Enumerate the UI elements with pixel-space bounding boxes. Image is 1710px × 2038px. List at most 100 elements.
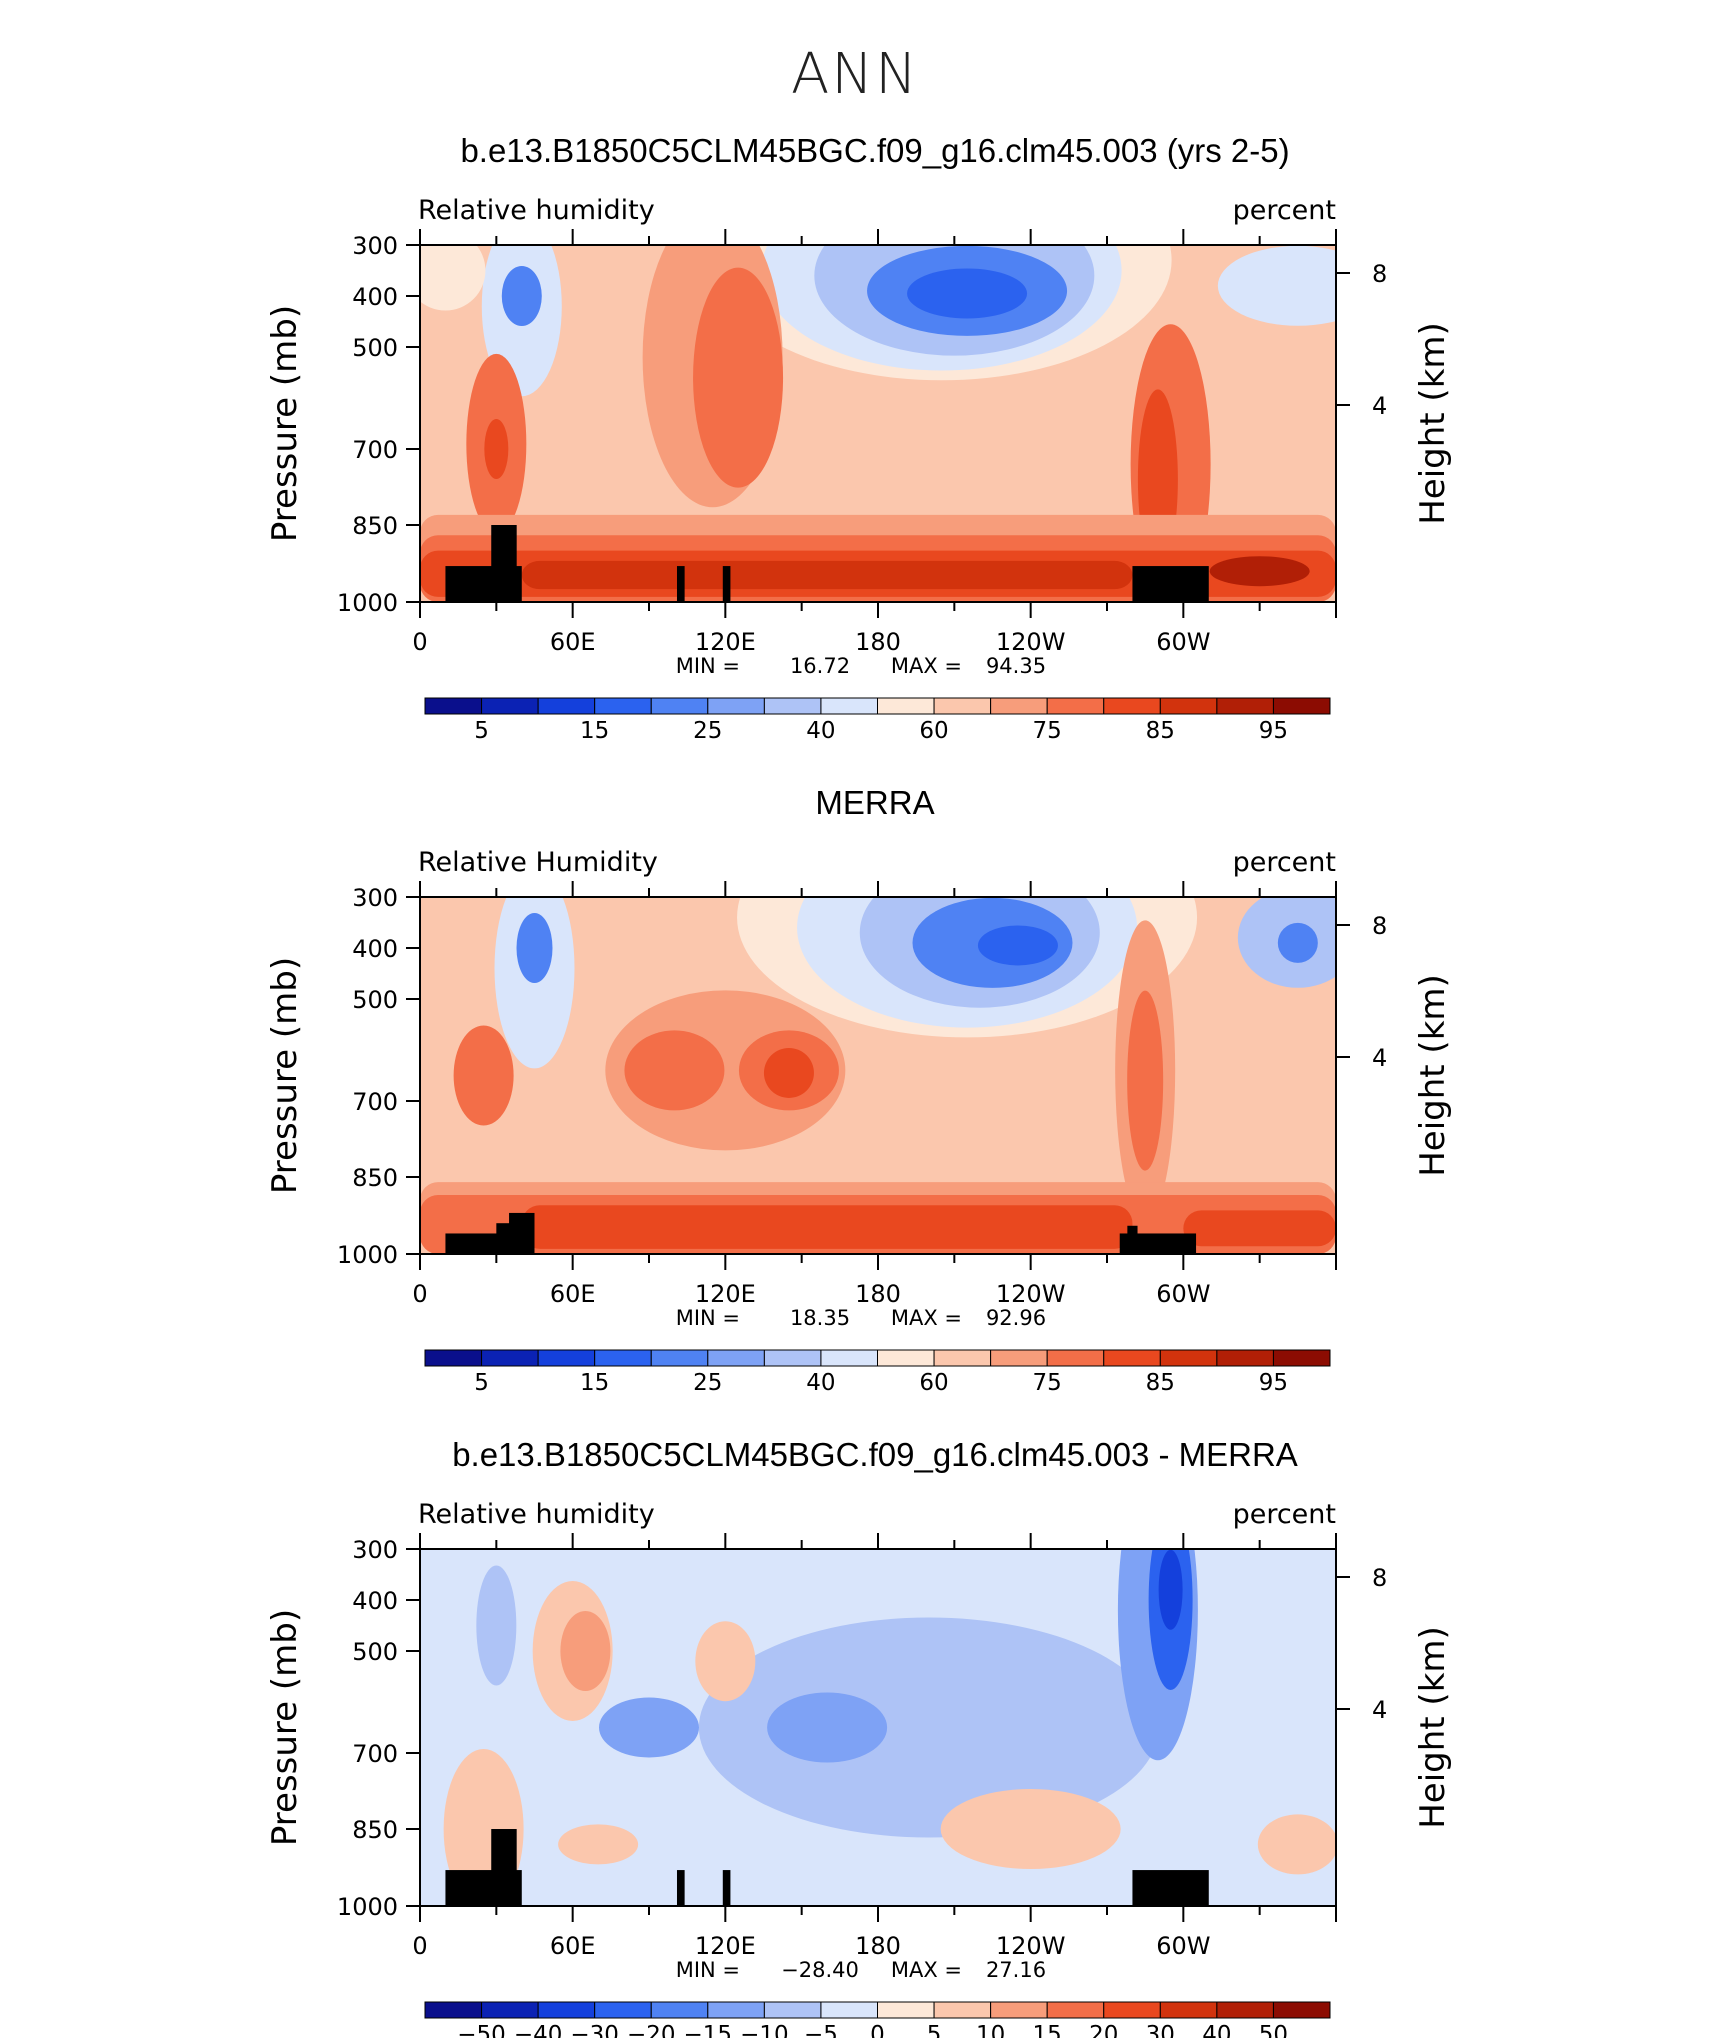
y-tick-label: 1000	[337, 1893, 398, 1921]
dry-region-core	[867, 245, 1068, 336]
y-right-axis-title: Height (km)	[1413, 974, 1453, 1177]
africa-dry-core	[516, 913, 553, 983]
colorbar-box-0	[424, 1349, 483, 1367]
colorbar-box-4	[650, 1349, 709, 1367]
y-right-tick-label: 4	[1372, 1696, 1387, 1724]
colorbar-label: 25	[693, 718, 722, 744]
x-tick-label: 180	[855, 628, 901, 656]
topography-2	[676, 566, 685, 602]
maritime-continent-core	[693, 267, 784, 488]
indian-moist-core	[560, 1611, 611, 1691]
colorbar-label: 0	[870, 2022, 885, 2038]
africa-dry-core	[501, 266, 542, 326]
amazon-moist-core	[1127, 990, 1164, 1171]
topography-0	[445, 1870, 522, 1906]
y-tick-label: 400	[352, 935, 398, 963]
colorbar-label: 60	[919, 718, 948, 744]
y-tick-label: 400	[352, 283, 398, 311]
colorbar-label: 30	[1146, 2022, 1175, 2038]
colorbar-label: 95	[1259, 718, 1288, 744]
colorbar-box-4	[650, 2001, 709, 2019]
colorbar-label: −20	[627, 2022, 676, 2038]
colorbar-label: 25	[693, 1370, 722, 1396]
x-tick-label: 120E	[695, 1932, 756, 1960]
colorbar-box-3	[594, 2001, 652, 2019]
colorbar-box-13	[1159, 2001, 1218, 2019]
colorbar-box-6	[763, 697, 822, 715]
maritime-continent-core-w	[624, 1030, 725, 1111]
colorbar-box-10	[990, 1349, 1048, 1367]
colorbar-box-14	[1216, 697, 1274, 715]
colorbar-box-7	[820, 2001, 878, 2019]
atlantic-dry	[1217, 245, 1336, 326]
pacific-dry-core	[767, 1692, 888, 1763]
dry-region	[797, 897, 1138, 1028]
y-tick-label: 300	[352, 884, 398, 912]
colorbar-label: −5	[804, 2022, 838, 2038]
dry-region-light	[737, 897, 1197, 1038]
topography-1	[496, 1223, 535, 1254]
right-label: percent	[1233, 847, 1336, 878]
min-label: MIN =	[676, 654, 740, 678]
panel-3-group: Relative humidity percent3004005007008501…	[265, 1499, 1453, 2038]
colorbar-label: 50	[1259, 2022, 1288, 2038]
panel-1-title: b.e13.B1850C5CLM45BGC.f09_g16.clm45.003 …	[460, 132, 1290, 169]
maritime-continent-max	[763, 1047, 814, 1098]
min-label: MIN =	[676, 1958, 740, 1982]
colorbar-label: 5	[474, 718, 489, 744]
colorbar-box-2	[537, 697, 596, 715]
colorbar-box-10	[990, 697, 1048, 715]
colorbar-box-2	[537, 1349, 596, 1367]
boundary-layer-1	[420, 1182, 1336, 1254]
colorbar-label: −30	[570, 2022, 619, 2038]
x-tick-label: 120W	[996, 628, 1066, 656]
y-axis-title: Pressure (mb)	[265, 305, 305, 542]
colorbar-box-12	[1103, 697, 1161, 715]
indian-dry-core	[599, 1697, 699, 1758]
y-tick-label: 300	[352, 232, 398, 260]
amazon-moist	[1115, 920, 1176, 1221]
y-right-tick-label: 4	[1372, 392, 1387, 420]
x-tick-label: 120W	[996, 1280, 1066, 1308]
figure-title: ANN	[790, 42, 920, 107]
x-tick-label: 120W	[996, 1932, 1066, 1960]
colorbar-box-4	[650, 697, 709, 715]
dry-region-mid	[859, 897, 1100, 1008]
colorbar-box-12	[1103, 1349, 1161, 1367]
y-tick-label: 850	[352, 1164, 398, 1192]
colorbar-box-1	[481, 1349, 539, 1367]
plot-frame	[419, 244, 1337, 603]
x-tick-label: 60E	[550, 628, 596, 656]
x-tick-label: 60E	[550, 1280, 596, 1308]
colorbar-label: 40	[806, 1370, 835, 1396]
topography-4	[1132, 566, 1209, 602]
colorbar-box-15	[1272, 1349, 1331, 1367]
indian-moist-bias	[532, 1581, 613, 1721]
dry-region-core	[912, 897, 1073, 988]
colorbar-label: 10	[976, 2022, 1005, 2038]
y-right-tick-label: 8	[1372, 1564, 1387, 1592]
max-value: 27.16	[986, 1958, 1046, 1982]
contour-field	[420, 245, 1336, 602]
atlantic-dry	[1237, 897, 1336, 988]
colorbar-box-1	[481, 2001, 539, 2019]
colorbar-box-9	[933, 1349, 992, 1367]
colorbar-box-13	[1159, 1349, 1218, 1367]
colorbar-box-6	[763, 2001, 822, 2019]
max-label: MAX =	[891, 654, 962, 678]
min-value: 18.35	[790, 1306, 850, 1330]
colorbar-box-1	[481, 697, 539, 715]
amazon-dry-bias	[1117, 1549, 1198, 1761]
x-tick-label: 120E	[695, 1280, 756, 1308]
plot-background	[420, 1549, 1336, 1906]
right-label: percent	[1233, 195, 1336, 226]
y-tick-label: 400	[352, 1587, 398, 1615]
x-tick-label: 60W	[1156, 1932, 1210, 1960]
y-right-tick-label: 8	[1372, 912, 1387, 940]
africa-moist-core	[484, 419, 509, 479]
dry-region	[761, 245, 1122, 371]
colorbar-box-9	[933, 2001, 992, 2019]
colorbar-label: 60	[919, 1370, 948, 1396]
colorbar-box-13	[1159, 697, 1218, 715]
